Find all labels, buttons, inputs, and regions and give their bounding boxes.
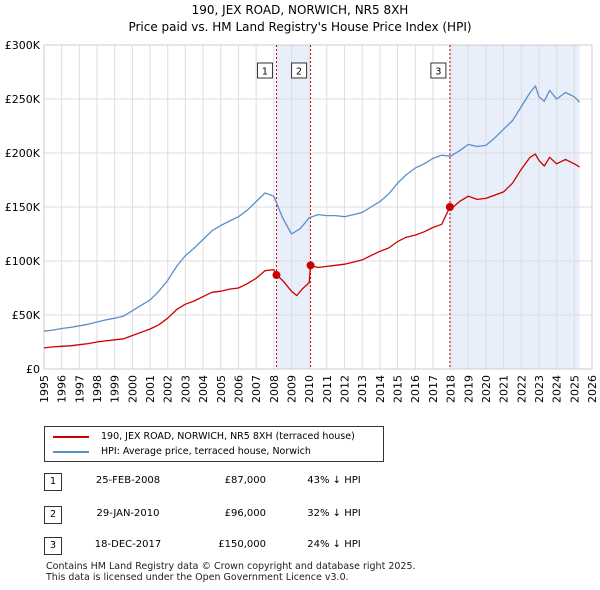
sale-date: 29-JAN-2010 <box>96 508 160 519</box>
x-tick-label: 2002 <box>162 375 175 403</box>
y-tick-label: £100K <box>5 255 41 268</box>
sale-price: £87,000 <box>224 475 266 486</box>
title-line-1: 190, JEX ROAD, NORWICH, NR5 8XH <box>191 3 409 17</box>
x-tick-label: 2014 <box>374 375 387 403</box>
sale-hpi-diff: 32% ↓ HPI <box>307 508 361 519</box>
x-tick-label: 2018 <box>445 375 458 403</box>
x-tick-label: 2020 <box>480 375 493 403</box>
x-tick-label: 1999 <box>109 375 122 403</box>
x-tick-label: 2007 <box>250 375 263 403</box>
sale-date: 25-FEB-2008 <box>95 475 161 486</box>
x-tick-label: 2000 <box>126 375 139 403</box>
x-tick-label: 1995 <box>38 375 51 403</box>
footer-line-2: This data is licensed under the Open Gov… <box>46 572 349 583</box>
sale-marker-box <box>256 62 273 79</box>
x-tick-label: 2017 <box>427 375 440 403</box>
sale-marker-label: 2 <box>296 67 302 78</box>
sale-date: 18-DEC-2017 <box>94 539 162 550</box>
sale-point <box>306 261 315 270</box>
sale-number-badge: 2 <box>44 506 62 524</box>
sale-point <box>272 271 281 280</box>
chart-legend: 190, JEX ROAD, NORWICH, NR5 8XH (terrace… <box>44 426 384 462</box>
x-tick-label: 2008 <box>268 375 281 403</box>
x-tick-label: 2026 <box>586 375 599 403</box>
x-tick-label: 2013 <box>356 375 369 403</box>
x-tick-label: 1998 <box>91 375 104 403</box>
legend-label-hpi: HPI: Average price, terraced house, Norw… <box>101 446 311 457</box>
x-tick-label: 2025 <box>568 375 581 403</box>
x-tick-label: 2015 <box>392 375 405 403</box>
legend-label-price: 190, JEX ROAD, NORWICH, NR5 8XH (terrace… <box>101 431 355 442</box>
x-tick-label: 2003 <box>179 375 192 403</box>
price-chart: 1 2 3 £0 £50K £100K £150K £200K £250K £300K 1995 19… <box>5 39 599 403</box>
x-tick-label: 2001 <box>144 375 157 403</box>
x-tick-label: 2023 <box>533 375 546 403</box>
x-tick-label: 2010 <box>303 375 316 403</box>
plot-border <box>43 44 593 370</box>
x-tick-label: 2019 <box>462 375 475 403</box>
y-tick-label: £0 <box>26 363 40 376</box>
x-tick-label: 1996 <box>56 375 69 403</box>
y-tick-label: £250K <box>5 93 41 106</box>
sale-marker-box <box>291 62 308 79</box>
attribution-footer: Contains HM Land Registry data © Crown c… <box>46 561 416 583</box>
x-tick-label: 2006 <box>232 375 245 403</box>
x-tick-label: 2012 <box>339 375 352 403</box>
sale-row: 1 25-FEB-2008 £87,000 43% ↓ HPI <box>44 472 384 492</box>
legend-swatch-price <box>53 436 89 438</box>
sale-marker-label: 1 <box>262 67 268 78</box>
x-tick-label: 2011 <box>321 375 334 403</box>
y-tick-label: £50K <box>12 309 41 322</box>
sale-hpi-diff: 24% ↓ HPI <box>307 539 361 550</box>
x-tick-label: 2022 <box>515 375 528 403</box>
x-tick-label: 2024 <box>551 375 564 403</box>
sale-row: 2 29-JAN-2010 £96,000 32% ↓ HPI <box>44 505 384 525</box>
title-line-2: Price paid vs. HM Land Registry's House … <box>128 20 472 34</box>
sale-hpi-diff: 43% ↓ HPI <box>307 475 361 486</box>
footer-line-1: Contains HM Land Registry data © Crown c… <box>46 561 416 572</box>
sale-marker-box <box>430 62 447 79</box>
x-tick-label: 2016 <box>409 375 422 403</box>
sale-price: £96,000 <box>224 508 266 519</box>
x-tick-label: 2021 <box>498 375 511 403</box>
hpi-line <box>43 85 581 332</box>
sale-number-badge: 1 <box>44 473 62 491</box>
y-tick-label: £300K <box>5 39 41 52</box>
y-tick-label: £200K <box>5 147 41 160</box>
x-tick-label: 2009 <box>285 375 298 403</box>
sale-marker-label: 3 <box>435 67 441 78</box>
x-tick-label: 2004 <box>197 375 210 403</box>
chart-title: 190, JEX ROAD, NORWICH, NR5 8XH Price pa… <box>0 2 600 36</box>
legend-swatch-hpi <box>53 451 89 453</box>
x-tick-label: 1997 <box>73 375 86 403</box>
y-tick-label: £150K <box>5 201 41 214</box>
sale-number-badge: 3 <box>44 537 62 555</box>
x-tick-label: 2005 <box>215 375 228 403</box>
sale-price: £150,000 <box>218 539 266 550</box>
sale-point <box>445 203 454 211</box>
sale-row: 3 18-DEC-2017 £150,000 24% ↓ HPI <box>44 536 384 556</box>
